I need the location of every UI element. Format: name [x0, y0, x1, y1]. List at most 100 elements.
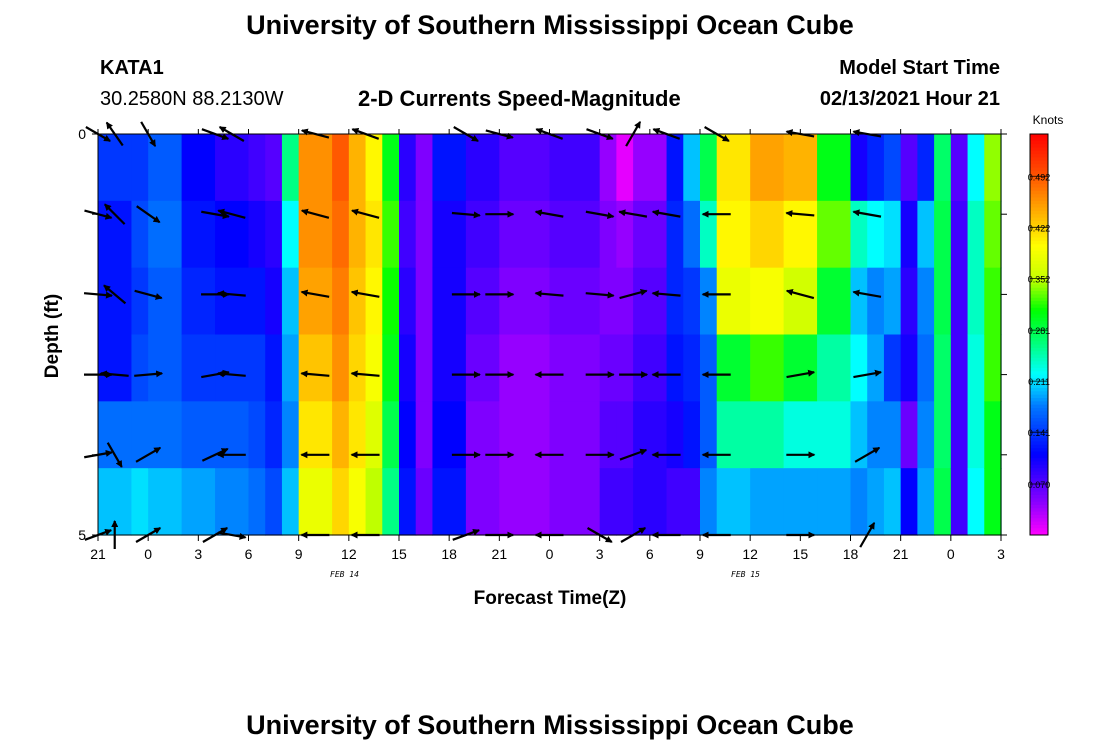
heatmap-cell	[817, 267, 852, 336]
chart-title: 2-D Currents Speed-Magnitude	[358, 86, 681, 111]
heatmap-cell	[666, 468, 684, 536]
current-vector-arrow	[619, 288, 648, 300]
colorbar-segment	[1030, 374, 1048, 379]
heatmap-cell	[700, 334, 718, 402]
heatmap-cell	[332, 334, 350, 402]
colorbar-tick-label: 0.281	[1028, 326, 1051, 336]
heatmap-cell	[348, 134, 367, 202]
heatmap-cell	[432, 401, 467, 469]
heatmap-cell	[950, 267, 969, 336]
heatmap-cell	[382, 200, 400, 269]
colorbar-segment	[1030, 154, 1048, 158]
heatmap-cell	[683, 267, 701, 336]
heatmap-cell	[750, 200, 785, 269]
heatmap-cell	[265, 401, 283, 469]
colorbar-segment	[1030, 294, 1048, 299]
y-tick-label: 5	[78, 527, 86, 543]
heatmap-cell	[900, 334, 918, 402]
colorbar-segment	[1030, 177, 1048, 182]
heatmap-cell	[633, 134, 668, 202]
page-title: University of Southern Mississippi Ocean…	[246, 10, 854, 40]
heatmap-cell	[465, 267, 500, 336]
heatmap-cell	[332, 468, 350, 536]
heatmap-cell	[465, 468, 500, 536]
colorbar-segment	[1030, 217, 1048, 222]
current-vector-arrow	[585, 291, 615, 299]
colorbar-segment	[1030, 434, 1048, 439]
heatmap-cell	[298, 401, 333, 469]
colorbar-segment	[1030, 491, 1048, 496]
heatmap-cell	[181, 334, 216, 402]
heatmap-cell	[917, 334, 935, 402]
colorbar-segment	[1030, 464, 1048, 469]
heatmap-cell	[148, 334, 183, 402]
heatmap-cell	[332, 401, 350, 469]
x-tick-label: 12	[341, 546, 357, 562]
colorbar-segment	[1030, 468, 1048, 473]
heatmap-cell	[181, 200, 216, 269]
colorbar-segment	[1030, 494, 1048, 499]
heatmap-cell	[716, 468, 751, 536]
colorbar-segment	[1030, 347, 1048, 352]
heatmap-cell	[683, 134, 701, 202]
x-tick-label: 6	[646, 546, 654, 562]
heatmap-cell	[382, 334, 400, 402]
colorbar-segment	[1030, 284, 1048, 289]
current-vector-arrow	[134, 370, 164, 378]
heatmap-cell	[415, 468, 434, 536]
heatmap-cell	[867, 401, 885, 469]
colorbar-segment	[1030, 331, 1048, 335]
current-vector-arrow	[103, 284, 127, 305]
current-vector-arrow	[300, 289, 330, 298]
heatmap-cell	[549, 468, 601, 536]
heatmap-cell	[633, 401, 668, 469]
heatmap-cell	[900, 401, 918, 469]
heatmap-cell	[900, 267, 918, 336]
heatmap-cell	[499, 200, 551, 269]
current-vector-arrow	[351, 208, 380, 219]
x-tick-label: 9	[295, 546, 303, 562]
heatmap-cell	[599, 401, 617, 469]
heatmap-cell	[967, 200, 985, 269]
heatmap-cell	[599, 468, 617, 536]
heatmap-cell	[783, 267, 818, 336]
colorbar: 0.492 0.422 0.352 0.281 0.211 0.141 0.070	[1028, 133, 1051, 536]
heatmap-cell	[883, 200, 902, 269]
current-vector-arrow	[852, 209, 882, 218]
colorbar-segment	[1030, 187, 1048, 192]
colorbar-segment	[1030, 301, 1048, 305]
heatmap-cell	[616, 267, 634, 336]
colorbar-segment	[1030, 334, 1048, 339]
heatmap-cell	[934, 401, 952, 469]
current-vectors	[83, 121, 882, 549]
heatmap-cell	[633, 334, 668, 402]
heatmap-cell	[399, 334, 417, 402]
x-tick-label: 21	[893, 546, 909, 562]
colorbar-segment	[1030, 478, 1048, 483]
heatmap-cell	[465, 200, 500, 269]
heatmap-cell	[917, 134, 935, 202]
heatmap-cell	[499, 334, 551, 402]
colorbar-segment	[1030, 357, 1048, 362]
heatmap-cell	[432, 200, 467, 269]
heatmap-cell	[399, 200, 417, 269]
station-id: KATA1	[100, 57, 164, 79]
colorbar-segment	[1030, 257, 1048, 262]
heatmap-cell	[633, 468, 668, 536]
colorbar-segment	[1030, 454, 1048, 459]
colorbar-segment	[1030, 474, 1048, 479]
heatmap-cell	[98, 267, 133, 336]
current-vector-arrow	[136, 205, 161, 224]
current-vector-arrow	[201, 447, 229, 462]
heatmap-cell	[549, 401, 601, 469]
colorbar-segment	[1030, 140, 1048, 145]
colorbar-segment	[1030, 237, 1048, 242]
colorbar-segment	[1030, 247, 1048, 252]
heatmap-cell	[599, 200, 617, 269]
colorbar-segment	[1030, 264, 1048, 269]
colorbar-segment	[1030, 397, 1048, 402]
heatmap-cell	[432, 134, 467, 202]
heatmap-cell	[683, 334, 701, 402]
colorbar-segment	[1030, 498, 1048, 503]
heatmap-cell	[616, 334, 634, 402]
